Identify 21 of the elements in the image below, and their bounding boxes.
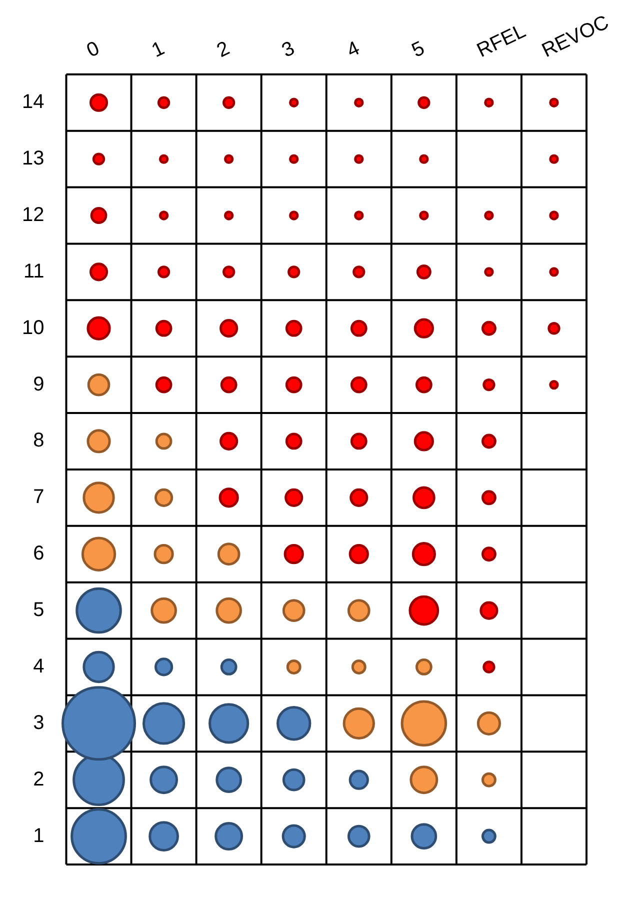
y-tick-label: 9 [33, 373, 44, 396]
y-tick-label: 10 [22, 316, 44, 339]
y-tick-label: 14 [22, 91, 44, 114]
x-tick-label: 3 [278, 37, 298, 62]
y-tick-label: 12 [22, 204, 44, 226]
y-tick-label: 13 [22, 148, 44, 170]
y-tick-label: 1 [33, 824, 44, 847]
x-tick-label: 0 [83, 37, 103, 62]
y-tick-label: 8 [33, 430, 44, 452]
y-tick-label: 11 [23, 260, 44, 282]
y-tick-label: 7 [33, 486, 44, 508]
y-tick-label: 4 [33, 655, 44, 678]
y-tick-label: 5 [33, 599, 44, 622]
y-tick-label: 6 [33, 542, 44, 565]
x-tick-label: 4 [344, 37, 364, 62]
y-tick-label: 2 [33, 768, 44, 790]
x-tick-label: 1 [148, 37, 168, 62]
y-tick-label: 3 [33, 712, 44, 734]
x-tick-label: 5 [408, 37, 428, 62]
x-tick-label: 2 [213, 37, 234, 62]
x-tick-label: RFEL [474, 20, 530, 62]
